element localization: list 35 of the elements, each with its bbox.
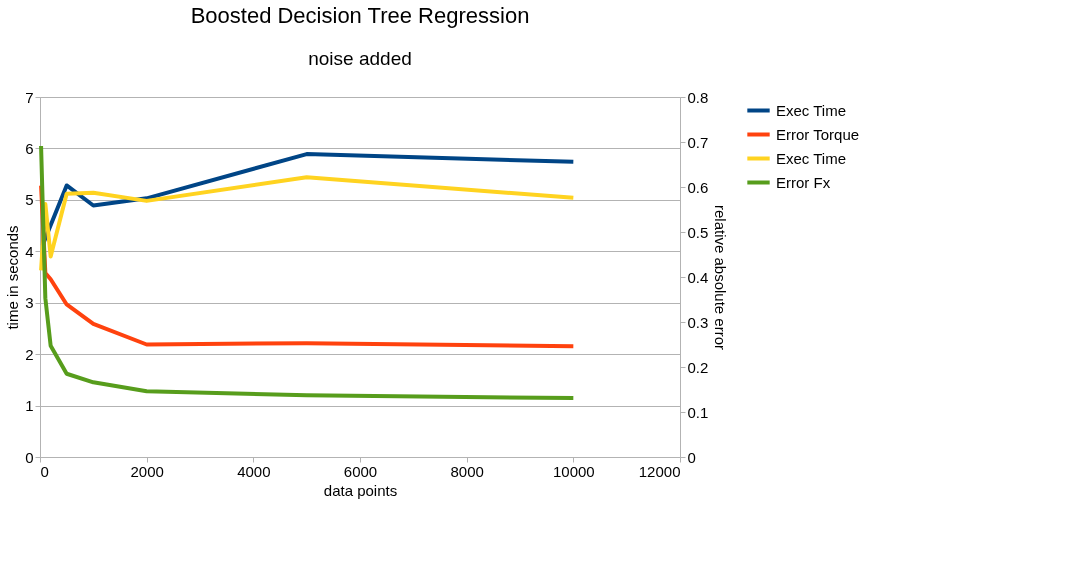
line-series bbox=[39, 144, 576, 401]
legend-label: Exec Time bbox=[776, 101, 847, 119]
legend-label: Exec Time bbox=[776, 149, 847, 167]
y-tick-label: 7 bbox=[25, 88, 34, 106]
y-axis-title: time in seconds bbox=[4, 225, 22, 330]
y2-tick-label: 0.2 bbox=[687, 358, 709, 376]
x-axis-title: data points bbox=[323, 481, 398, 499]
x-tick-label: 6000 bbox=[343, 462, 378, 480]
y2-tick-label: 0.8 bbox=[687, 88, 709, 106]
x-tick-label: 2000 bbox=[130, 462, 164, 480]
x-tick-label: 4000 bbox=[237, 462, 271, 480]
y-tick-label: 1 bbox=[25, 397, 34, 415]
y-tick-label: 2 bbox=[25, 345, 34, 363]
y-tick-label: 0 bbox=[25, 448, 34, 466]
line-series bbox=[39, 175, 576, 273]
y2-tick-label: 0.5 bbox=[687, 223, 709, 241]
chart-title: Boosted Decision Tree Regression bbox=[190, 3, 530, 28]
y2-tick-label: 0.3 bbox=[687, 313, 709, 331]
y-tick-label: 6 bbox=[25, 139, 34, 157]
y2-tick-label: 0.7 bbox=[687, 133, 709, 151]
x-tick-label: 10000 bbox=[552, 462, 595, 480]
y-tick-label: 3 bbox=[25, 294, 34, 312]
chart-subtitle: noise added bbox=[308, 48, 412, 69]
y-tick-label: 4 bbox=[25, 242, 34, 260]
y2-tick-label: 0.4 bbox=[687, 268, 709, 286]
x-tick-label: 0 bbox=[40, 462, 49, 480]
y2-tick-label: 0.1 bbox=[687, 403, 709, 421]
y2-tick-label: 0 bbox=[687, 448, 696, 466]
legend-label: Error Fx bbox=[776, 173, 831, 191]
x-tick-label: 12000 bbox=[638, 462, 681, 480]
x-tick-label: 8000 bbox=[450, 462, 484, 480]
y-tick-label: 5 bbox=[25, 191, 34, 209]
y2-axis-title: relative absolute error bbox=[712, 204, 730, 351]
y2-tick-label: 0.6 bbox=[687, 178, 709, 196]
legend-label: Error Torque bbox=[776, 125, 860, 143]
